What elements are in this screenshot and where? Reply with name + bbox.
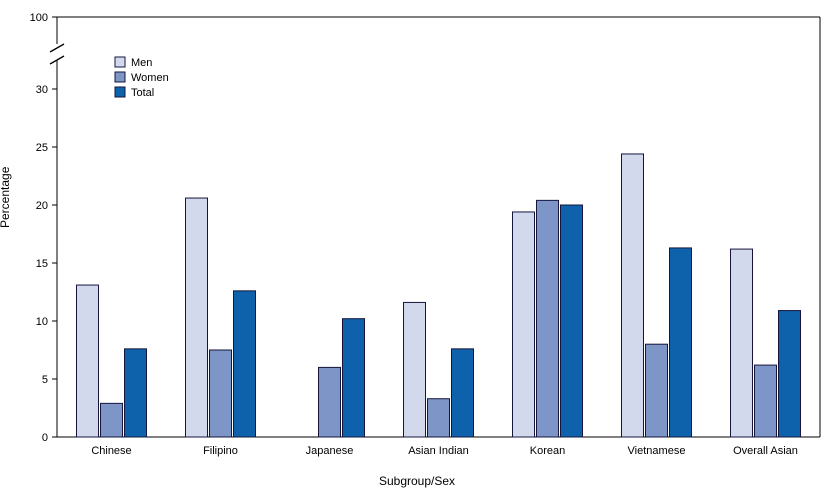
bar-men-korean: [512, 211, 535, 438]
bar-men-asian-indian: [403, 301, 426, 438]
x-axis-title: Subgroup/Sex: [378, 474, 456, 488]
x-category-label: Filipino: [203, 445, 238, 457]
legend-label-men: Men: [131, 57, 152, 69]
bar-total-overall-asian: [778, 310, 801, 438]
x-category-label: Vietnamese: [628, 445, 686, 457]
bar-total-asian-indian: [451, 348, 474, 438]
legend-label-total: Total: [131, 87, 154, 99]
bar-women-asian-indian: [427, 398, 450, 438]
y-axis-title: Percentage: [0, 166, 12, 228]
x-category-label: Korean: [530, 445, 565, 457]
bar-total-japanese: [342, 318, 365, 438]
legend-swatch-men: [114, 56, 126, 68]
bar-men-vietnamese: [621, 153, 644, 438]
y-tick-label: 10: [36, 316, 48, 328]
bar-women-vietnamese: [645, 343, 668, 438]
axis-break-slash: [49, 55, 65, 65]
legend-swatch-women: [114, 71, 126, 83]
y-tick-label: 100: [30, 12, 48, 24]
legend-label-women: Women: [131, 72, 169, 84]
y-tick-label: 20: [36, 200, 48, 212]
bar-total-vietnamese: [669, 247, 692, 438]
x-category-label: Chinese: [91, 445, 131, 457]
bar-men-filipino: [185, 197, 208, 438]
x-category-label: Asian Indian: [408, 445, 469, 457]
y-tick-label: 15: [36, 258, 48, 270]
bar-men-overall-asian: [730, 248, 753, 438]
bar-women-overall-asian: [754, 364, 777, 438]
bar-women-korean: [536, 199, 559, 438]
axis-break-slash: [49, 43, 65, 53]
bar-men-chinese: [76, 284, 99, 438]
y-tick-label: 5: [42, 374, 48, 386]
bar-total-chinese: [124, 348, 147, 438]
bar-total-filipino: [233, 290, 256, 438]
y-tick-label: 30: [36, 84, 48, 96]
bar-total-korean: [560, 204, 583, 438]
bar-women-japanese: [318, 366, 341, 438]
bar-women-filipino: [209, 349, 232, 438]
y-tick-label: 25: [36, 142, 48, 154]
x-category-label: Overall Asian: [733, 445, 798, 457]
legend-swatch-total: [114, 86, 126, 98]
y-tick-label: 0: [42, 432, 48, 444]
bar-women-chinese: [100, 402, 123, 438]
x-category-label: Japanese: [306, 445, 354, 457]
